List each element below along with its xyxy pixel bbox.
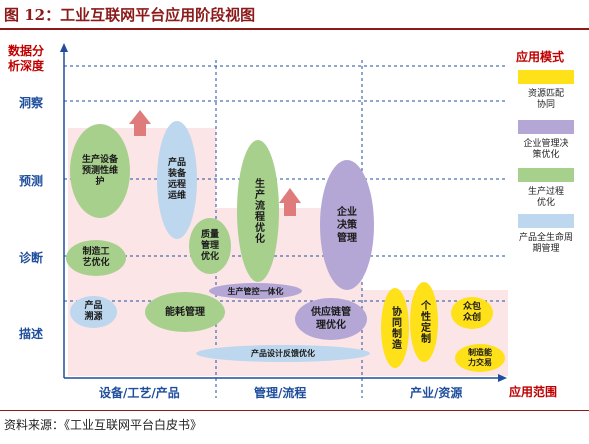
- x-axis-arrow: [498, 374, 507, 382]
- app-product-trace: 产品溯源: [70, 296, 117, 328]
- y-axis-name-line2: 析深度: [8, 59, 45, 73]
- legend-swatch-production: [518, 168, 574, 182]
- y-level-insight: 洞察: [19, 96, 44, 110]
- app-predictive-maintenance-label: 生产设备预测性维护: [82, 154, 119, 187]
- app-control-integration: 生产管控一体化: [209, 283, 302, 299]
- app-feedback-opt: 产品设计反馈优化: [196, 345, 370, 362]
- app-supply-chain: 供应链管理优化: [295, 298, 367, 340]
- app-process-opt-label: 制造工艺优化: [82, 247, 110, 268]
- x-group-industry: 产业/资源: [410, 386, 463, 400]
- app-supply-chain-label: 供应链管理优化: [311, 307, 351, 331]
- legend-label-resource: 资源匹配协同: [527, 89, 564, 110]
- app-customization: 个性定制: [410, 282, 438, 362]
- app-product-trace-label: 产品溯源: [84, 301, 103, 322]
- app-production-flow: 生产流程优化: [237, 140, 279, 282]
- legend-swatch-lifecycle: [518, 214, 574, 228]
- legend-label-enterprise: 企业管理决策优化: [523, 139, 569, 160]
- app-enterprise-decision-label: 企业决策管理: [337, 206, 357, 244]
- legend-label-lifecycle: 产品全生命周期管理: [519, 233, 574, 254]
- legend-swatch-resource: [518, 70, 574, 84]
- x-group-equipment: 设备/工艺/产品: [99, 386, 180, 400]
- app-capacity-trade-label: 制造能力交易: [468, 348, 492, 367]
- app-predictive-maintenance: 生产设备预测性维护: [70, 124, 130, 218]
- legend-title: 应用模式: [516, 50, 565, 64]
- app-process-opt: 制造工艺优化: [66, 240, 126, 276]
- app-remote-ops: 产品装备远程运维: [157, 121, 197, 239]
- app-collab-mfg-label: 协同制造: [389, 306, 401, 350]
- y-level-diagnose: 诊断: [19, 251, 44, 265]
- source-note: 资料来源：《工业互联网平台白皮书》: [4, 418, 203, 432]
- app-energy-mgmt-label: 能耗管理: [165, 306, 205, 318]
- x-group-management: 管理/流程: [254, 386, 307, 400]
- x-axis-name: 应用范围: [509, 385, 558, 399]
- app-energy-mgmt: 能耗管理: [145, 292, 225, 332]
- bottom-rule: [0, 410, 589, 411]
- upgrade-arrow-1: [129, 110, 151, 136]
- app-enterprise-decision: 企业决策管理: [320, 160, 374, 290]
- app-feedback-opt-label: 产品设计反馈优化: [251, 349, 315, 358]
- app-crowdsourcing-label: 众包众创: [462, 302, 481, 323]
- y-level-predict: 预测: [19, 174, 44, 188]
- app-quality-opt-label: 质量管理优化: [200, 229, 219, 262]
- y-axis-name: 数据分 析深度: [8, 44, 44, 74]
- app-quality-opt: 质量管理优化: [189, 218, 231, 274]
- legend-swatch-enterprise: [518, 120, 574, 134]
- app-control-integration-label: 生产管控一体化: [227, 286, 284, 296]
- y-level-describe: 描述: [19, 327, 44, 341]
- legend-label-production: 生产过程优化: [527, 187, 564, 208]
- app-remote-ops-label: 产品装备远程运维: [167, 158, 186, 201]
- app-capacity-trade: 制造能力交易: [455, 344, 505, 372]
- app-crowdsourcing: 众包众创: [451, 297, 493, 329]
- title-bar: [0, 0, 589, 30]
- figure-title: 图 12：工业互联网平台应用阶段视图: [4, 6, 256, 24]
- y-axis-name-line1: 数据分: [8, 44, 45, 58]
- upgrade-arrow-2: [279, 188, 301, 216]
- app-customization-label: 个性定制: [418, 300, 430, 344]
- y-axis-arrow: [60, 43, 68, 52]
- app-collab-mfg: 协同制造: [381, 288, 409, 368]
- app-production-flow-label: 生产流程优化: [252, 178, 264, 244]
